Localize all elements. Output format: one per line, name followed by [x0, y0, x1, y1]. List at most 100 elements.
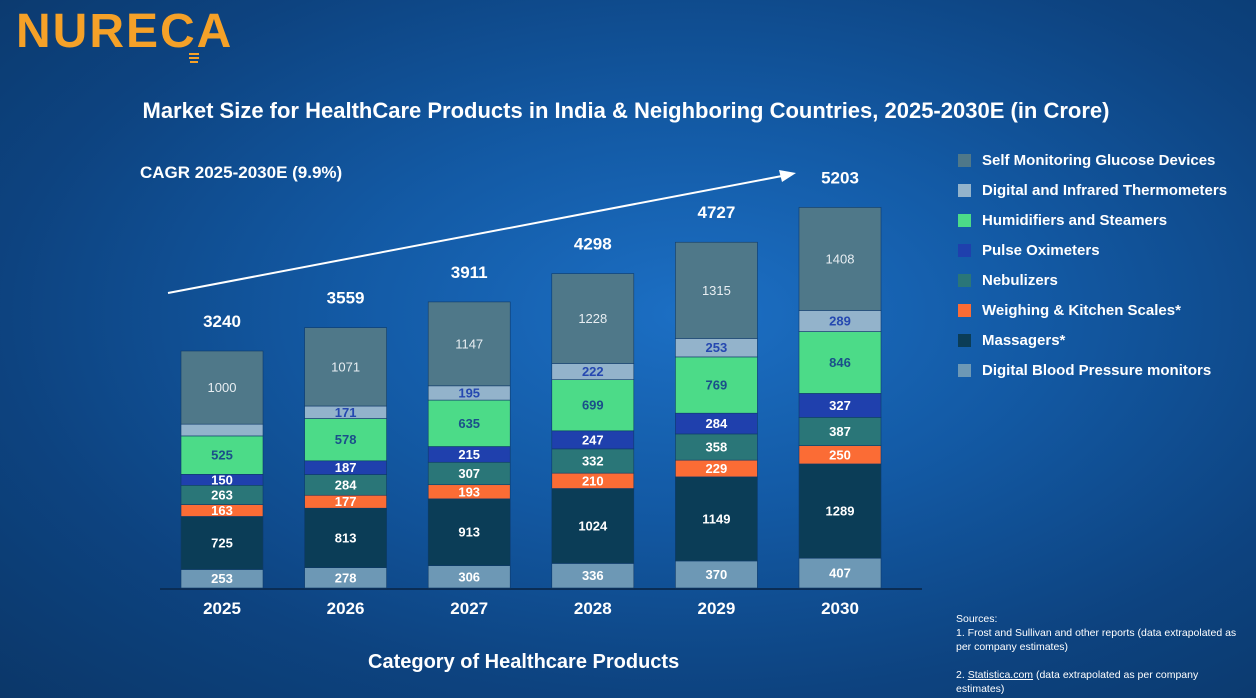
legend: Self Monitoring Glucose Devices Digital a… [958, 145, 1227, 385]
legend-label: Self Monitoring Glucose Devices [982, 151, 1216, 169]
legend-label: Nebulizers [982, 271, 1058, 289]
legend-swatch [958, 213, 971, 227]
cagr-annotation: CAGR 2025-2030E (9.9%) [140, 163, 343, 182]
legend-label: Pulse Oximeters [982, 241, 1100, 259]
data-label: 1149 [702, 511, 730, 526]
data-label: 150 [211, 472, 233, 487]
data-label: 1000 [208, 380, 237, 395]
bar-segment [304, 507, 387, 568]
cagr-arrowhead [779, 170, 796, 182]
legend-item: Digital and Infrared Thermometers [958, 175, 1227, 205]
legend-swatch [958, 153, 971, 167]
x-tick-label: 2025 [203, 599, 241, 618]
data-label: 1228 [578, 311, 607, 326]
data-label: 229 [706, 461, 728, 476]
bar-segment [675, 241, 758, 339]
data-label: 1147 [455, 336, 483, 351]
legend-item: Digital Blood Pressure monitors [958, 355, 1227, 385]
bar-segment [798, 331, 882, 394]
data-label: 284 [706, 416, 728, 431]
bar-segment [427, 301, 511, 387]
data-label: 525 [211, 448, 233, 463]
bar-segment [798, 207, 882, 311]
data-label: 195 [458, 385, 480, 400]
legend-swatch [958, 243, 971, 257]
legend-label: Digital Blood Pressure monitors [982, 361, 1212, 379]
x-tick-label: 2026 [327, 599, 365, 618]
data-label: 253 [211, 571, 233, 586]
total-label: 4298 [574, 235, 612, 254]
legend-swatch [958, 303, 971, 317]
data-label: 358 [706, 440, 728, 455]
bar-segment [551, 273, 635, 364]
data-label: 289 [829, 313, 851, 328]
legend-label: Humidifiers and Steamers [982, 211, 1168, 229]
x-tick-label: 2030 [821, 599, 859, 618]
source-1: 1. Frost and Sullivan and other reports … [956, 627, 1237, 653]
total-label: 5203 [821, 168, 859, 187]
bar-segment [798, 417, 882, 446]
bar-segment [675, 356, 758, 414]
data-label: 578 [335, 432, 357, 447]
data-label: 846 [829, 355, 851, 370]
total-label: 3911 [451, 263, 488, 282]
legend-item: Humidifiers and Steamers [958, 205, 1227, 235]
legend-label: Massagers* [982, 331, 1066, 349]
data-label: 193 [458, 484, 480, 499]
data-label: 171 [335, 405, 357, 420]
legend-label: Digital and Infrared Thermometers [982, 181, 1228, 199]
bar-segment [180, 423, 264, 437]
bar-segment [180, 516, 264, 570]
legend-item: Weighing & Kitchen Scales* [958, 295, 1227, 325]
cagr-arrow [167, 175, 783, 294]
x-tick-label: 2029 [697, 599, 735, 618]
nureca-logo: NURECA [16, 5, 234, 58]
data-label: 278 [335, 570, 357, 585]
data-label: 1289 [826, 504, 855, 519]
legend-swatch [958, 333, 971, 347]
data-label: 1024 [578, 518, 608, 533]
data-label: 284 [335, 477, 357, 492]
data-label: 370 [706, 567, 728, 582]
data-label: 187 [335, 460, 357, 475]
data-label: 769 [706, 378, 728, 393]
bulb-icon [189, 53, 199, 63]
legend-label: Weighing & Kitchen Scales* [982, 301, 1181, 319]
bar-segment [798, 463, 882, 559]
data-label: 222 [582, 364, 604, 379]
legend-swatch [958, 273, 971, 287]
data-label: 332 [582, 454, 604, 469]
bar-segment [551, 379, 635, 432]
bar-segment [427, 399, 511, 447]
data-label: 210 [582, 473, 604, 488]
chart-title: Market Size for HealthCare Products in I… [142, 98, 1110, 123]
sources: Sources: 1. Frost and Sullivan and other… [956, 612, 1246, 696]
data-label: 250 [829, 447, 851, 462]
data-label: 813 [335, 530, 357, 545]
data-label: 247 [582, 432, 604, 447]
legend-item: Massagers* [958, 325, 1227, 355]
legend-item: Self Monitoring Glucose Devices [958, 145, 1227, 175]
data-label: 699 [582, 398, 604, 413]
data-label: 407 [829, 566, 851, 581]
data-label: 1408 [826, 251, 855, 266]
data-label: 163 [211, 503, 233, 518]
total-label: 3559 [327, 289, 365, 308]
legend-item: Nebulizers [958, 265, 1227, 295]
bar-segment [304, 418, 387, 462]
x-tick-label: 2028 [574, 599, 612, 618]
data-label: 336 [582, 568, 604, 583]
x-axis-title: Category of Healthcare Products [368, 651, 680, 673]
statistica-link[interactable]: Statistica.com [967, 669, 1034, 681]
data-label: 387 [829, 424, 851, 439]
data-label: 253 [706, 340, 728, 355]
data-label: 327 [829, 398, 851, 413]
data-label: 306 [458, 569, 480, 584]
data-label: 635 [458, 416, 480, 431]
bar-segment [798, 557, 882, 589]
bar-segment [427, 498, 511, 566]
legend-swatch [958, 183, 971, 197]
data-label: 1315 [702, 283, 731, 298]
bar-segment [551, 488, 635, 564]
x-tick-label: 2027 [450, 599, 488, 618]
